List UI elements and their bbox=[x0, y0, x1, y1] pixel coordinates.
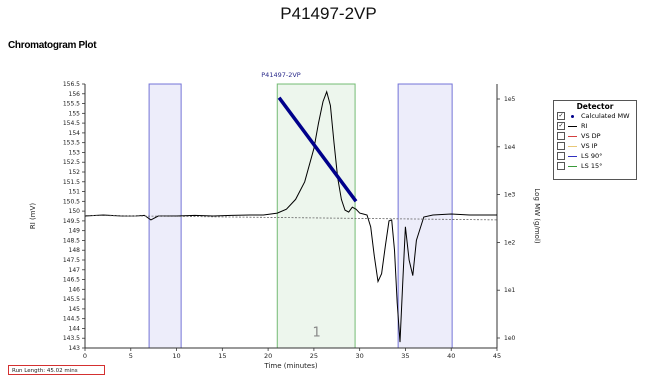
y2-tick-label: 1e0 bbox=[504, 335, 516, 342]
legend-label: VS DP bbox=[581, 132, 601, 140]
legend-item: VS IP bbox=[557, 141, 636, 151]
region-annotation: 1 bbox=[312, 325, 320, 340]
shaded-region bbox=[276, 83, 356, 349]
legend-swatch bbox=[568, 135, 577, 137]
y-tick-label: 148.5 bbox=[63, 237, 80, 244]
y-tick-label: 152.5 bbox=[63, 159, 80, 166]
y-tick-label: 149.5 bbox=[63, 218, 80, 225]
y-tick-label: 155 bbox=[69, 110, 81, 117]
y-tick-label: 149 bbox=[69, 228, 81, 235]
legend-swatch bbox=[568, 145, 577, 147]
y-tick-label: 154.5 bbox=[63, 120, 80, 127]
y-tick-label: 156.5 bbox=[63, 81, 80, 88]
y-tick-label: 144 bbox=[69, 325, 81, 332]
y-tick-label: 145 bbox=[69, 306, 81, 313]
x-tick-label: 30 bbox=[356, 352, 364, 360]
ri-trace-line bbox=[84, 90, 497, 343]
legend-swatch bbox=[568, 125, 577, 127]
y-tick-label: 150 bbox=[69, 208, 81, 215]
y-tick-label: 147 bbox=[69, 267, 81, 274]
legend-item: ✓ Calculated MW bbox=[557, 111, 636, 121]
y-tick-label: 145.5 bbox=[63, 296, 80, 303]
baseline-line bbox=[84, 215, 498, 221]
legend-checkbox[interactable] bbox=[557, 152, 565, 160]
legend-label: LS 15° bbox=[581, 162, 603, 170]
y-tick-label: 156 bbox=[69, 91, 81, 98]
legend-swatch bbox=[568, 155, 577, 157]
legend-checkbox[interactable]: ✓ bbox=[557, 122, 565, 130]
y-tick-label: 153 bbox=[69, 149, 81, 156]
y2-tick-label: 1e3 bbox=[504, 192, 516, 199]
y2-axis-label: Log MW (g/mol) bbox=[533, 188, 541, 243]
detector-legend: Detector ✓ Calculated MW ✓ RI VS DP VS IP LS 9… bbox=[553, 100, 637, 180]
x-tick-label: 5 bbox=[129, 352, 133, 360]
legend-swatch bbox=[568, 165, 577, 167]
calculated-mw-line bbox=[277, 96, 358, 203]
legend-checkbox[interactable] bbox=[557, 142, 565, 150]
x-tick-label: 15 bbox=[218, 352, 226, 360]
y-tick-label: 143.5 bbox=[63, 335, 80, 342]
y-axis-label: RI (mV) bbox=[29, 203, 37, 229]
y-tick-label: 155.5 bbox=[63, 101, 80, 108]
plot-title: P41497-2VP bbox=[261, 71, 301, 79]
x-tick-label: 25 bbox=[310, 352, 318, 360]
y-tick-label: 153.5 bbox=[63, 140, 80, 147]
y2-tick-label: 1e1 bbox=[504, 287, 516, 294]
y-tick-label: 151 bbox=[69, 189, 81, 196]
legend-checkbox[interactable] bbox=[557, 162, 565, 170]
y-tick-label: 146 bbox=[69, 286, 81, 293]
legend-label: Calculated MW bbox=[581, 112, 630, 120]
legend-item: LS 15° bbox=[557, 161, 636, 171]
x-tick-label: 20 bbox=[264, 352, 272, 360]
legend-label: VS IP bbox=[581, 142, 598, 150]
y-tick-label: 152 bbox=[69, 169, 81, 176]
y-tick-label: 146.5 bbox=[63, 277, 80, 284]
legend-title: Detector bbox=[576, 102, 614, 111]
y2-tick-label: 1e4 bbox=[504, 144, 516, 151]
y-tick-label: 154 bbox=[69, 130, 81, 137]
x-tick-label: 40 bbox=[447, 352, 455, 360]
x-tick-label: 0 bbox=[83, 352, 87, 360]
legend-label: RI bbox=[581, 122, 588, 130]
x-axis-label: Time (minutes) bbox=[263, 362, 317, 370]
shaded-region bbox=[397, 83, 453, 349]
y-tick-label: 144.5 bbox=[63, 316, 80, 323]
x-tick-label: 45 bbox=[493, 352, 501, 360]
y-tick-label: 148 bbox=[69, 247, 81, 254]
y-tick-label: 151.5 bbox=[63, 179, 80, 186]
y-tick-label: 150.5 bbox=[63, 198, 80, 205]
legend-item: VS DP bbox=[557, 131, 636, 141]
y2-tick-label: 1e2 bbox=[504, 239, 516, 246]
run-length-label: Run Length: 45.02 mins bbox=[8, 365, 105, 375]
x-tick-label: 35 bbox=[401, 352, 409, 360]
legend-label: LS 90° bbox=[581, 152, 603, 160]
page-title: P41497-2VP bbox=[280, 4, 377, 23]
y-tick-label: 147.5 bbox=[63, 257, 80, 264]
legend-swatch bbox=[568, 114, 577, 118]
legend-checkbox[interactable] bbox=[557, 132, 565, 140]
section-title: Chromatogram Plot bbox=[8, 40, 97, 51]
y-tick-label: 143 bbox=[69, 345, 81, 352]
legend-item: ✓ RI bbox=[557, 121, 636, 131]
legend-item: LS 90° bbox=[557, 151, 636, 161]
legend-checkbox[interactable]: ✓ bbox=[557, 112, 565, 120]
x-tick-label: 10 bbox=[172, 352, 180, 360]
y2-tick-label: 1e5 bbox=[504, 96, 516, 103]
